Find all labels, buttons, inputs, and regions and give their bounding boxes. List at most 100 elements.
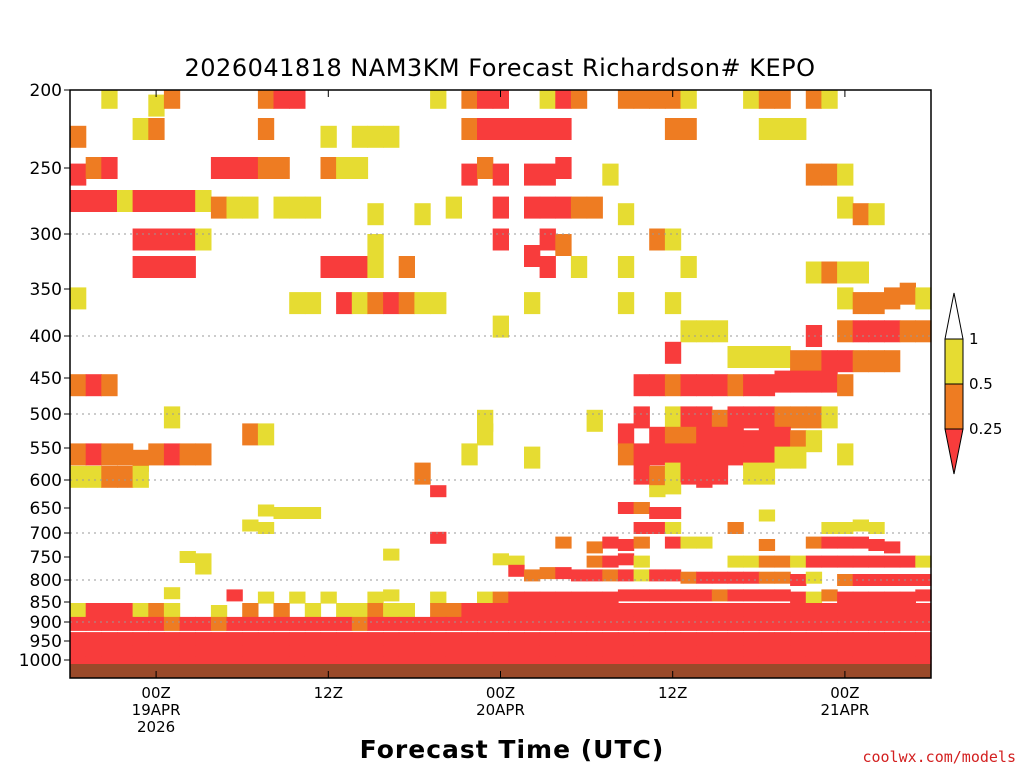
heatmap-cell — [117, 465, 134, 488]
heatmap-cell — [289, 196, 306, 219]
heatmap-cell — [743, 571, 760, 584]
heatmap-cell — [617, 569, 635, 582]
heatmap-cell — [257, 591, 275, 604]
heatmap-cell — [195, 553, 212, 566]
heatmap-cell — [899, 555, 916, 568]
y-tick-label: 750 — [30, 548, 62, 568]
heatmap-cell — [868, 645, 885, 660]
heatmap-cell — [242, 603, 259, 617]
heatmap-cell — [743, 374, 760, 397]
heatmap-cell — [430, 531, 447, 544]
heatmap-cell — [398, 616, 415, 631]
x-tick-label: 12Z — [658, 684, 687, 702]
heatmap-cell — [774, 555, 791, 568]
heatmap-cell — [790, 603, 807, 617]
heatmap-cell — [477, 90, 494, 109]
heatmap-cell — [649, 90, 666, 109]
heatmap-cell — [70, 125, 87, 148]
heatmap-cell — [132, 256, 149, 278]
heatmap-cell — [868, 539, 885, 551]
heatmap-cell — [711, 589, 729, 602]
heatmap-cell — [492, 90, 509, 109]
heatmap-cell — [852, 555, 869, 568]
heatmap-cell — [758, 118, 776, 140]
heatmap-cell — [508, 555, 525, 568]
heatmap-cell — [524, 118, 541, 140]
heatmap-cell — [477, 423, 494, 446]
heatmap-cell — [273, 507, 290, 519]
heatmap-cell — [555, 645, 572, 660]
heatmap-cell — [539, 591, 556, 604]
heatmap-cell — [664, 292, 682, 315]
heatmap-cell — [617, 616, 635, 631]
heatmap-cell — [852, 292, 869, 315]
heatmap-cell — [805, 261, 823, 284]
heatmap-cell — [539, 163, 556, 186]
heatmap-cell — [524, 645, 541, 660]
heatmap-cell — [477, 616, 494, 631]
heatmap-cell — [805, 571, 823, 584]
heatmap-cell — [649, 507, 666, 519]
heatmap-cell — [758, 346, 776, 368]
heatmap-cell — [257, 504, 275, 517]
heatmap-cell — [696, 406, 713, 429]
heatmap-cell — [743, 462, 760, 485]
heatmap-cell — [868, 203, 885, 226]
heatmap-cell — [696, 374, 713, 397]
heatmap-cell — [414, 616, 431, 631]
heatmap-cell — [273, 616, 290, 631]
y-tick-label: 800 — [30, 571, 62, 591]
heatmap-cell — [790, 591, 807, 604]
heatmap-cell — [805, 370, 823, 393]
heatmap-cell — [790, 406, 807, 429]
heatmap-cell — [414, 632, 431, 647]
heatmap-cell — [383, 645, 400, 660]
heatmap-cell — [555, 603, 572, 617]
heatmap-cell — [179, 645, 196, 660]
heatmap-cell — [915, 555, 932, 568]
heatmap-cell — [633, 536, 650, 549]
heatmap-cell — [101, 190, 118, 212]
heatmap-cell — [774, 370, 791, 393]
heatmap-cell — [430, 591, 447, 604]
heatmap-cell — [226, 645, 243, 660]
heatmap-cell — [727, 589, 744, 602]
heatmap-cell — [539, 645, 556, 660]
heatmap-cell — [398, 632, 415, 647]
heatmap-cell — [837, 603, 854, 617]
heatmap-cell — [852, 519, 869, 532]
heatmap-cell — [821, 603, 838, 617]
heatmap-cell — [163, 603, 181, 617]
heatmap-cell — [242, 423, 259, 446]
heatmap-cell — [289, 616, 306, 631]
heatmap-cell — [664, 443, 682, 466]
heatmap-cell — [602, 616, 619, 631]
heatmap-cell — [539, 616, 556, 631]
heatmap-cell — [304, 632, 322, 647]
heatmap-cell — [868, 591, 885, 604]
y-tick-label: 950 — [30, 632, 62, 652]
heatmap-cell — [805, 645, 823, 660]
heatmap-cell — [289, 507, 306, 519]
heatmap-cell — [132, 645, 149, 660]
heatmap-cell — [430, 603, 447, 617]
heatmap-cell — [163, 228, 181, 251]
heatmap-cell — [398, 645, 415, 660]
heatmap-cell — [649, 645, 666, 660]
heatmap-cell — [727, 616, 744, 631]
heatmap-cell — [351, 157, 369, 179]
heatmap-cell — [837, 555, 854, 568]
heatmap-cell — [508, 118, 525, 140]
heatmap-cell — [461, 645, 478, 660]
heatmap-cell — [664, 632, 682, 647]
heatmap-cell — [289, 591, 306, 604]
heatmap-cell — [664, 118, 682, 140]
heatmap-cell — [837, 320, 854, 343]
heatmap-cell — [257, 632, 275, 647]
heatmap-cell — [210, 616, 228, 631]
heatmap-cell — [711, 426, 729, 449]
heatmap-cell — [524, 569, 541, 582]
heatmap-cell — [696, 589, 713, 602]
heatmap-cell — [524, 196, 541, 219]
